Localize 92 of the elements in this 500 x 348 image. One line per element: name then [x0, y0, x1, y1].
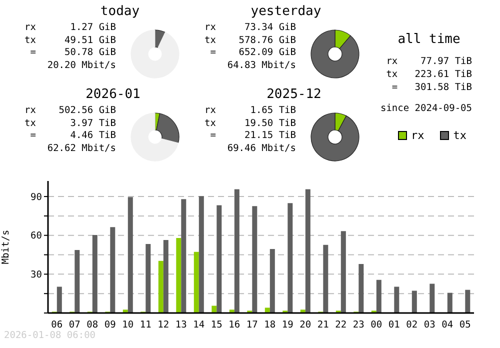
x-tick-label: 15 [210, 320, 222, 331]
donut-slice [130, 30, 180, 78]
y-tick-label: 60 [30, 230, 42, 242]
bar [323, 244, 328, 313]
text: tx 19.50 TiB [204, 118, 296, 130]
x-tick-label: 06 [51, 320, 63, 331]
x-tick-label: 09 [104, 320, 116, 331]
chart-title: 2026-01 [84, 87, 142, 103]
x-tick-label: 11 [140, 320, 152, 331]
bar [212, 306, 217, 313]
bar [412, 290, 417, 313]
x-tick-label: 10 [122, 320, 134, 331]
x-tick-label: 21 [317, 320, 330, 331]
bar [229, 310, 234, 313]
text: rx 1.27 GiB [24, 22, 116, 34]
x-tick-label: 16 [228, 320, 240, 331]
bar [288, 203, 293, 313]
text: 20.20 Mbit/s [46, 60, 116, 72]
x-tick-label: 02 [406, 320, 418, 331]
text: = 50.78 GiB [29, 47, 116, 60]
text: rx 77.97 TiB [385, 55, 472, 68]
bar [376, 280, 382, 313]
bar [176, 238, 182, 313]
bar [74, 250, 80, 313]
text: = 301.58 TiB [390, 81, 472, 94]
x-tick-label: 03 [424, 320, 436, 331]
x-tick-label: 14 [193, 320, 205, 331]
text: tx 223.61 TiB [385, 68, 472, 81]
text: 69.46 Mbit/s [226, 142, 296, 155]
x-tick-label: 07 [68, 320, 80, 331]
x-tick-label: 00 [370, 320, 382, 331]
bar [270, 248, 275, 313]
bar [264, 308, 270, 313]
x-tick-label: 18 [264, 320, 276, 331]
bar [122, 310, 128, 313]
x-tick-label: 04 [442, 320, 454, 331]
x-tick-label: 23 [352, 320, 364, 331]
x-tick-label: 13 [175, 320, 187, 331]
bar [216, 205, 222, 313]
bar [252, 206, 258, 313]
donut-slice [156, 113, 180, 144]
bar [430, 284, 435, 313]
text: since 2024-09-05 [380, 102, 472, 115]
x-tick-label: 20 [300, 320, 312, 331]
legend-label: tx [452, 129, 466, 142]
x-tick-label: 01 [388, 320, 400, 331]
bar [305, 189, 310, 313]
bar [194, 252, 199, 313]
bar [163, 240, 168, 313]
text: tx 49.51 GiB [24, 34, 116, 47]
text: = 21.15 TiB [209, 130, 296, 142]
bar [56, 286, 62, 313]
bar [110, 227, 116, 313]
donut-slice [310, 30, 360, 78]
text: = 652.09 GiB [209, 47, 296, 60]
text: tx 578.76 GiB [204, 34, 296, 47]
x-tick-label: 22 [335, 320, 347, 331]
chart-title: 2025-12 [266, 87, 322, 103]
bar [394, 286, 400, 313]
bar [158, 260, 164, 313]
text: rx 73.34 GiB [204, 22, 296, 34]
x-tick-label: 12 [158, 320, 170, 331]
x-tick-label: 05 [459, 320, 471, 331]
donut-slice [310, 112, 360, 162]
x-tick-label: 17 [246, 320, 258, 331]
text: rx 1.65 TiB [204, 105, 296, 118]
legend-label: rx [410, 129, 424, 142]
donut-slice [130, 112, 179, 162]
x-tick-label: 08 [86, 320, 98, 331]
text: rx 502.56 GiB [24, 105, 116, 118]
bar [146, 244, 151, 313]
text: 64.83 Mbit/s [226, 60, 296, 72]
text: all time [396, 32, 462, 48]
bar [300, 310, 306, 313]
bar [358, 264, 364, 313]
x-tick-label: 19 [282, 320, 294, 331]
y-tick-label: 90 [30, 192, 42, 203]
text: = 4.46 TiB [29, 130, 116, 142]
y-axis-title: Mbit/s [0, 230, 12, 264]
y-tick-label: 30 [30, 270, 42, 281]
chart-title: yesterday [250, 4, 322, 20]
bar [447, 292, 452, 313]
bar [181, 199, 186, 313]
text: 62.62 Mbit/s [46, 142, 116, 155]
bar [128, 197, 133, 313]
bar [465, 290, 470, 313]
bar [234, 189, 240, 313]
text: tx 3.97 TiB [24, 118, 116, 130]
chart-title: today [99, 4, 141, 20]
bar [92, 234, 98, 313]
bar [340, 231, 346, 313]
bar [198, 196, 204, 313]
